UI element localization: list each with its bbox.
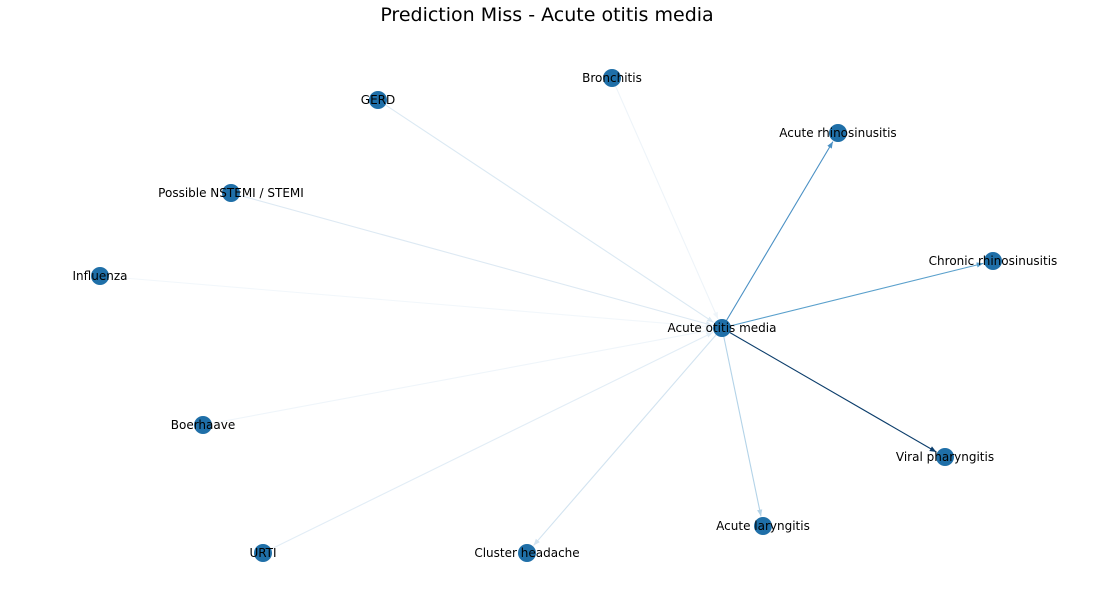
node-label-chronic-rhinosinusitis: Chronic rhinosinusitis [929,254,1058,268]
node-possible-nstemi-stemi [222,184,240,202]
node-gerd [369,91,387,109]
edge-gerd-to-acute-otitis-media [377,99,714,323]
edge-possible-nstemi-stemi-to-acute-otitis-media [230,192,713,327]
node-label-acute-otitis-media: Acute otitis media [668,321,777,335]
node-urti [254,544,272,562]
node-boerhaave [194,416,212,434]
node-label-acute-rhinosinusitis: Acute rhinosinusitis [779,126,896,140]
node-viral-pharyngitis [936,448,954,466]
node-chronic-rhinosinusitis [984,252,1002,270]
node-label-urti: URTI [249,546,276,560]
edge-acute-otitis-media-to-cluster-headache [533,327,723,546]
node-label-influenza: Influenza [73,269,128,283]
edges-layer [99,77,984,554]
edge-acute-otitis-media-to-viral-pharyngitis [721,327,937,453]
labels-layer: Acute otitis media Bronchitis GERD Acute rh… [73,71,1058,560]
node-acute-rhinosinusitis [829,124,847,142]
node-acute-otitis-media [713,319,731,337]
node-label-viral-pharyngitis: Viral pharyngitis [896,450,994,464]
edge-boerhaave-to-acute-otitis-media [202,328,713,426]
node-influenza [91,267,109,285]
edge-acute-otitis-media-to-acute-laryngitis [721,327,763,517]
edge-bronchitis-to-acute-otitis-media [611,77,719,320]
node-label-cluster-headache: Cluster headache [474,546,579,560]
diagram-title: Prediction Miss - Acute otitis media [380,4,714,26]
node-label-bronchitis: Bronchitis [582,71,642,85]
node-label-boerhaave: Boerhaave [171,418,235,432]
node-acute-laryngitis [754,517,772,535]
nodes-layer [91,69,1002,562]
edge-influenza-to-acute-otitis-media [99,275,713,330]
node-label-gerd: GERD [361,93,395,107]
edge-acute-otitis-media-to-acute-rhinosinusitis [721,141,834,329]
node-label-acute-laryngitis: Acute laryngitis [716,519,810,533]
node-cluster-headache [518,544,536,562]
node-label-possible-nstemi-stemi: Possible NSTEMI / STEMI [158,186,304,200]
edge-acute-otitis-media-to-chronic-rhinosinusitis [721,262,984,329]
edge-urti-to-acute-otitis-media [262,331,714,554]
node-bronchitis [603,69,621,87]
